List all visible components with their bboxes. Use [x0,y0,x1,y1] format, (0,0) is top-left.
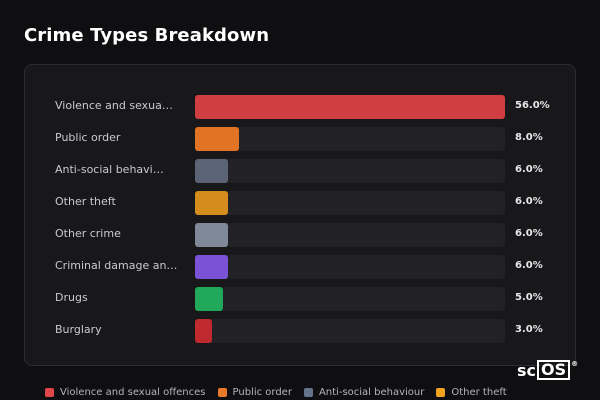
legend-item[interactable]: Other theft [436,387,507,398]
bar-row: Drugs 5.0% [55,287,555,311]
value-label: 6.0% [515,228,543,239]
bar-row: Burglary 3.0% [55,319,555,343]
bar-track [195,223,505,247]
value-label: 8.0% [515,132,543,143]
category-label: Other crime [55,227,121,240]
legend-label: Other theft [451,387,507,398]
bar[interactable] [195,255,229,279]
bar-row: Other theft 6.0% [55,191,555,215]
category-label: Drugs [55,291,88,304]
bar[interactable] [195,287,223,311]
legend-label: Violence and sexual offences [60,387,206,398]
bar[interactable] [195,223,229,247]
value-label: 5.0% [515,292,543,303]
bar-track [195,287,505,311]
legend-label: Public order [232,387,292,398]
value-label: 3.0% [515,324,543,335]
chart-panel: Violence and sexua… 56.0% Public order 8.0%… [24,64,576,366]
chart-title: Crime Types Breakdown [24,25,270,46]
bar-track [195,319,505,343]
brand-logo: sc OS ® [517,360,578,380]
bar-row: Violence and sexua… 56.0% [55,95,555,119]
bar[interactable] [195,127,240,151]
value-label: 6.0% [515,164,543,175]
logo-box-text: OS [537,360,571,380]
category-label: Burglary [55,323,102,336]
legend-item[interactable]: Anti-social behaviour [303,387,425,398]
bar-track [195,127,505,151]
bar[interactable] [195,95,505,119]
value-label: 6.0% [515,196,543,207]
bar-row: Criminal damage an… 6.0% [55,255,555,279]
legend-item[interactable]: Public order [217,387,292,398]
category-label: Public order [55,131,121,144]
legend-label: Anti-social behaviour [318,387,425,398]
bar[interactable] [195,159,229,183]
bar-track [195,191,505,215]
bar-row: Other crime 6.0% [55,223,555,247]
legend-swatch [217,388,227,397]
bar[interactable] [195,191,229,215]
bar-row: Public order 8.0% [55,127,555,151]
bar-track [195,95,505,119]
category-label: Criminal damage an… [55,259,178,272]
bar-track [195,159,505,183]
value-label: 56.0% [515,100,550,111]
category-label: Violence and sexua… [55,99,173,112]
registered-mark: ® [571,360,579,368]
bar-track [195,255,505,279]
legend-swatch [303,388,313,397]
legend-item[interactable]: Violence and sexual offences [45,387,206,398]
value-label: 6.0% [515,260,543,271]
chart-legend: Violence and sexual offences Public order… [45,387,507,398]
legend-swatch [45,388,54,397]
legend-swatch [436,388,446,397]
bar[interactable] [195,319,212,343]
category-label: Other theft [55,195,116,208]
bar-row: Anti-social behavi… 6.0% [55,159,555,183]
logo-text: sc [517,360,537,380]
category-label: Anti-social behavi… [55,163,164,176]
